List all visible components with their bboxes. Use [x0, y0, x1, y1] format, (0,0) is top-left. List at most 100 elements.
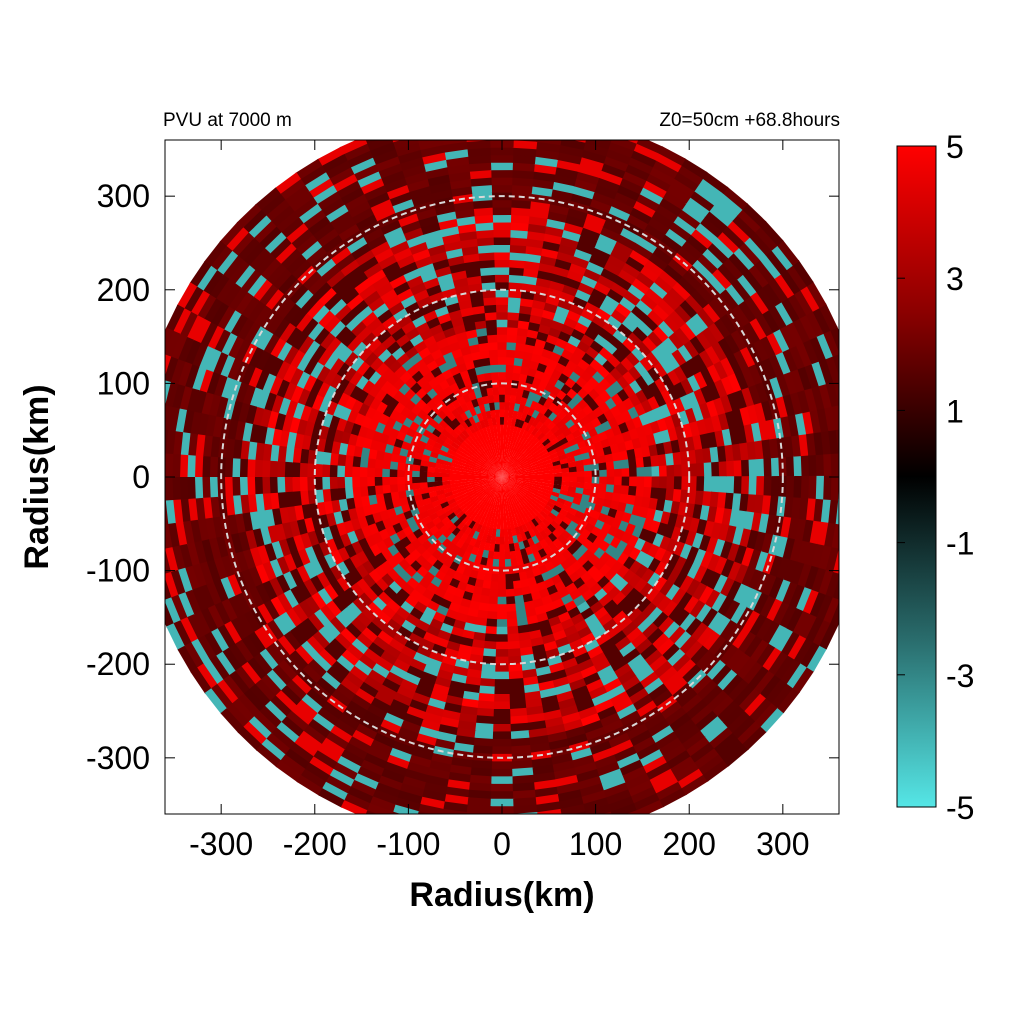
heatmap-cell	[293, 505, 305, 522]
heatmap-cell	[171, 477, 181, 502]
heatmap-cell	[393, 401, 406, 414]
heatmap-cell	[338, 498, 349, 512]
heatmap-cell	[489, 162, 513, 171]
heatmap-cell	[272, 318, 290, 339]
heatmap-cell	[717, 192, 743, 216]
heatmap-cell	[520, 447, 528, 455]
heatmap-cell	[653, 391, 667, 407]
heatmap-cell	[625, 351, 641, 367]
heatmap-cell	[620, 356, 635, 372]
heatmap-cell	[793, 476, 803, 498]
heatmap-cell	[553, 480, 563, 486]
heatmap-cell	[450, 504, 460, 513]
heatmap-cell	[318, 397, 331, 414]
heatmap-cell	[460, 524, 469, 534]
heatmap-cell	[553, 484, 562, 490]
heatmap-cell	[344, 455, 354, 468]
heatmap-cell	[300, 768, 328, 790]
heatmap-cell	[486, 473, 495, 476]
heatmap-cell	[493, 483, 499, 491]
heatmap-cell	[496, 454, 500, 463]
heatmap-cell	[492, 498, 497, 507]
heatmap-cell	[508, 251, 526, 261]
heatmap-cell	[467, 797, 492, 807]
heatmap-cell	[483, 451, 490, 460]
heatmap-cell	[529, 461, 538, 467]
heatmap-cell	[414, 122, 441, 135]
heatmap-cell	[501, 492, 503, 500]
heatmap-cell	[760, 707, 785, 733]
heatmap-cell	[512, 774, 536, 785]
heatmap-cell	[673, 326, 691, 345]
heatmap-cell	[524, 474, 533, 477]
heatmap-cell	[626, 809, 640, 814]
heatmap-cell	[268, 376, 284, 396]
heatmap-cell	[592, 570, 606, 584]
heatmap-cell	[476, 707, 495, 718]
heatmap-cell	[484, 379, 493, 389]
heatmap-cell	[732, 715, 757, 739]
heatmap-cell	[534, 574, 545, 585]
heatmap-cell	[430, 690, 449, 703]
heatmap-cell	[510, 387, 518, 396]
heatmap-cell	[198, 369, 214, 394]
heatmap-cell	[603, 340, 618, 355]
heatmap-cell	[406, 665, 425, 680]
heatmap-cell	[362, 573, 377, 589]
heatmap-cell	[378, 775, 404, 792]
heatmap-cell	[409, 658, 427, 673]
heatmap-cell	[713, 198, 738, 221]
heatmap-cell	[425, 704, 445, 718]
heatmap-cell	[730, 329, 748, 351]
heatmap-cell	[469, 600, 481, 611]
heatmap-cell	[350, 617, 368, 634]
heatmap-cell	[464, 583, 476, 594]
heatmap-cell	[839, 524, 851, 551]
heatmap-cell	[535, 492, 544, 499]
heatmap-cell	[633, 792, 661, 811]
heatmap-cell	[519, 490, 527, 497]
heatmap-cell	[477, 457, 485, 464]
heatmap-cell	[631, 786, 658, 804]
heatmap-cell	[472, 514, 480, 523]
heatmap-cell	[455, 414, 465, 424]
heatmap-cell	[466, 668, 483, 679]
heatmap-cell	[692, 503, 703, 520]
heatmap-cell	[195, 434, 206, 458]
heatmap-cell	[513, 542, 521, 552]
heatmap-cell	[360, 311, 378, 328]
heatmap-cell	[256, 603, 274, 625]
heatmap-cell	[467, 576, 477, 587]
heatmap-cell	[813, 497, 824, 522]
heatmap-cell	[809, 591, 827, 618]
heatmap-cell	[266, 410, 279, 430]
colorbar-tick-label: 1	[946, 393, 964, 429]
heatmap-cell	[511, 154, 536, 165]
heatmap-cell	[283, 631, 302, 652]
heatmap-cell	[509, 479, 517, 483]
heatmap-cell	[515, 518, 522, 528]
heatmap-cell	[646, 309, 664, 327]
heatmap-cell	[530, 352, 542, 363]
heatmap-cell	[589, 358, 603, 372]
heatmap-cell	[378, 413, 390, 426]
heatmap-cell	[186, 388, 200, 413]
heatmap-cell	[600, 712, 622, 728]
heatmap-cell	[493, 724, 512, 732]
heatmap-cell	[449, 480, 458, 485]
heatmap-cell	[626, 140, 639, 144]
heatmap-cell	[527, 223, 547, 234]
heatmap-cell	[363, 675, 383, 692]
heatmap-cell	[346, 644, 365, 661]
heatmap-cell	[602, 618, 619, 633]
heatmap-cell	[647, 380, 662, 397]
heatmap-cell	[351, 466, 361, 478]
heatmap-cell	[670, 500, 681, 515]
heatmap-cell	[624, 503, 635, 515]
heatmap-cell	[697, 625, 715, 646]
heatmap-cell	[499, 416, 505, 425]
heatmap-cell	[532, 345, 544, 356]
heatmap-cell	[647, 330, 664, 347]
heatmap-cell	[299, 405, 312, 422]
heatmap-cell	[492, 506, 497, 515]
